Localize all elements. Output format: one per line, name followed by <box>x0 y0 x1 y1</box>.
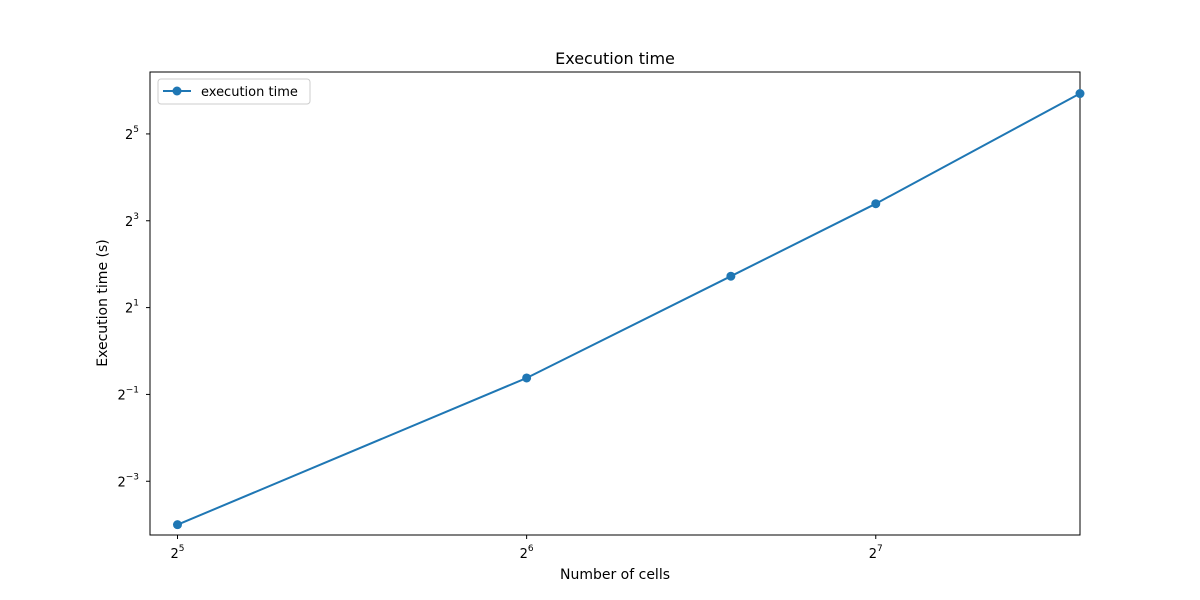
chart-title: Execution time <box>555 49 675 68</box>
x-tick-label: 25 <box>170 544 184 562</box>
x-tick-label: 27 <box>869 544 883 562</box>
data-point <box>1075 89 1085 99</box>
y-tick-label: 23 <box>125 212 139 230</box>
legend-label: execution time <box>201 85 298 100</box>
axes-frame <box>149 71 1081 536</box>
y-tick-label: 2−1 <box>117 385 139 403</box>
x-tick-label: 26 <box>520 544 534 562</box>
y-tick-label: 2−3 <box>117 472 139 490</box>
y-axis-label: Execution time (s) <box>95 239 111 366</box>
y-tick-label: 25 <box>125 125 139 143</box>
plot-area: 25 26 27 2−3 2−1 21 23 25 execution time <box>117 71 1085 562</box>
data-point <box>726 271 736 281</box>
y-tick-label: 21 <box>125 299 139 317</box>
legend-box <box>157 78 311 105</box>
legend-marker <box>172 86 182 96</box>
x-axis-label: Number of cells <box>560 567 670 583</box>
data-point <box>522 373 532 383</box>
data-point <box>172 520 182 530</box>
data-point <box>871 199 881 209</box>
